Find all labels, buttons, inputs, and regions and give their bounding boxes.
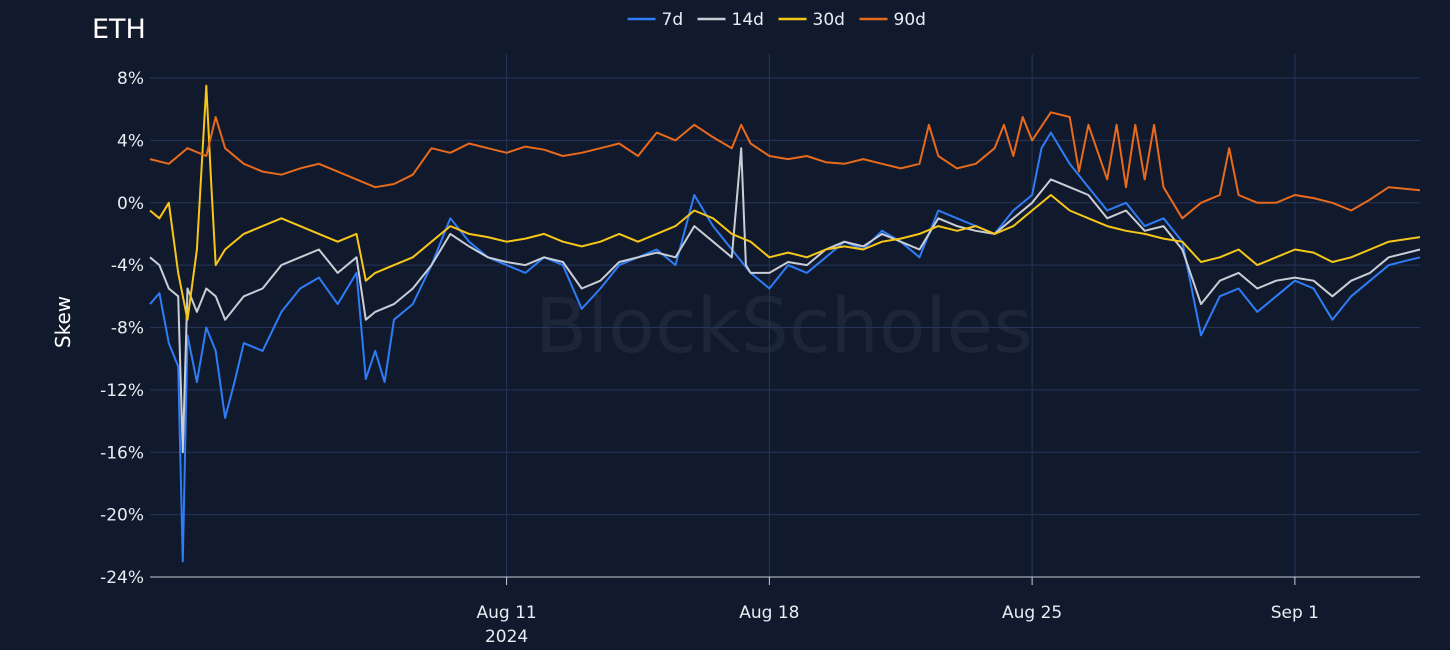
x-tick-label: Aug 25 <box>1002 603 1062 623</box>
legend-item-7d[interactable]: 7d <box>627 10 684 30</box>
series-layer <box>149 84 1421 563</box>
y-tick-label: -24% <box>100 568 144 588</box>
x-tick-sublabel: 2024 <box>485 627 528 647</box>
legend-item-30d[interactable]: 30d <box>778 10 845 30</box>
y-tick-label: -8% <box>111 319 144 339</box>
series-line-14d <box>149 147 1421 454</box>
legend-label: 30d <box>813 10 845 30</box>
y-tick-labels: 8% 4% 0% -4% -8% -12% -16% -20% -24% <box>100 69 144 588</box>
legend-item-90d[interactable]: 90d <box>859 10 926 30</box>
legend-label: 7d <box>662 10 684 30</box>
x-tick-label: Aug 11 <box>476 603 536 623</box>
x-tick-label: Sep 1 <box>1271 603 1319 623</box>
legend-item-14d[interactable]: 14d <box>697 10 764 30</box>
chart-title: ETH <box>92 14 146 45</box>
y-tick-label: -16% <box>100 443 144 463</box>
legend-label: 90d <box>894 10 926 30</box>
y-tick-label: -20% <box>100 506 144 526</box>
series-line-30d <box>149 84 1421 321</box>
y-tick-label: 4% <box>117 131 144 151</box>
series-line-90d <box>149 111 1421 220</box>
y-tick-label: 0% <box>117 194 144 214</box>
grid-layer <box>150 54 1420 585</box>
series-line-7d <box>149 131 1421 563</box>
x-tick-label: Aug 18 <box>739 603 799 623</box>
legend[interactable]: 7d 14d 30d 90d <box>627 10 926 30</box>
y-tick-label: 8% <box>117 69 144 89</box>
y-tick-label: -12% <box>100 381 144 401</box>
legend-label: 14d <box>732 10 764 30</box>
watermark: BlockScholes <box>535 281 1033 370</box>
x-tick-labels: Aug 11 2024 Aug 18 Aug 25 Sep 1 <box>476 603 1319 647</box>
y-axis-title: Skew <box>51 296 75 348</box>
y-tick-label: -4% <box>111 256 144 276</box>
